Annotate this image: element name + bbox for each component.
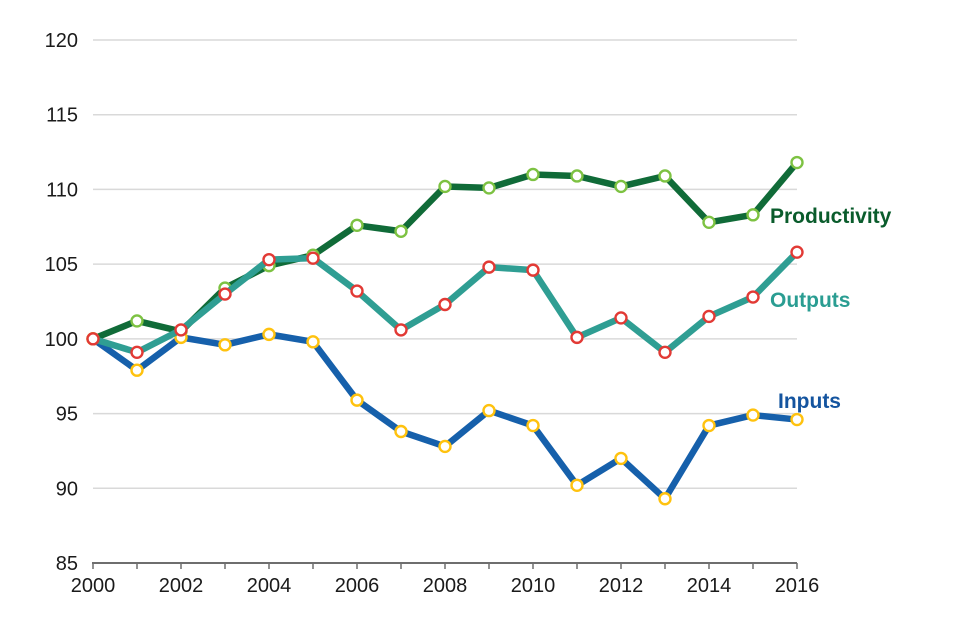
series-label-productivity: Productivity [770, 205, 892, 228]
inputs-marker [394, 424, 408, 439]
inputs-marker [350, 393, 364, 407]
x-tick-label: 2014 [687, 575, 732, 597]
y-tick-label: 85 [56, 553, 78, 575]
outputs-marker [130, 345, 144, 360]
productivity-marker [570, 169, 584, 183]
inputs-marker [790, 412, 804, 427]
inputs-marker [438, 439, 452, 454]
outputs-marker [86, 332, 100, 346]
outputs-marker [218, 287, 232, 301]
x-tick-label: 2002 [159, 575, 204, 597]
x-tick-label: 2000 [71, 575, 116, 597]
y-tick-label: 95 [56, 404, 78, 426]
outputs-marker [614, 311, 628, 325]
inputs-marker [306, 335, 320, 349]
outputs-marker [482, 260, 496, 274]
outputs-marker [526, 263, 540, 277]
productivity-marker [482, 181, 496, 195]
outputs-marker [790, 245, 804, 259]
y-tick-label: 105 [45, 254, 78, 276]
x-tick-label: 2010 [511, 575, 556, 597]
productivity-marker [130, 314, 144, 328]
productivity-marker [438, 179, 452, 194]
inputs-marker [570, 478, 584, 492]
inputs-marker [658, 492, 672, 506]
outputs-marker [702, 309, 716, 324]
x-tick-label: 2008 [423, 575, 468, 597]
inputs-marker [262, 327, 276, 342]
productivity-marker [746, 208, 760, 222]
x-tick-label: 2004 [247, 575, 292, 597]
inputs-marker [526, 418, 540, 433]
y-tick-label: 115 [46, 105, 78, 127]
inputs-line [91, 331, 798, 502]
inputs-marker [746, 408, 760, 422]
y-tick-label: 100 [45, 329, 78, 351]
productivity-marker [658, 169, 672, 183]
productivity-marker [394, 224, 408, 238]
productivity-marker [790, 155, 804, 170]
x-tick-label: 2006 [335, 575, 380, 597]
outputs-marker [306, 251, 320, 265]
productivity-marker [526, 167, 540, 182]
productivity-marker [702, 215, 716, 230]
outputs-marker [262, 252, 276, 267]
outputs-marker [394, 323, 408, 337]
series-label-inputs: Inputs [778, 390, 841, 413]
outputs-marker [658, 345, 672, 360]
x-tick-label: 2012 [599, 575, 644, 597]
outputs-marker [570, 330, 584, 345]
productivity-marker [350, 218, 364, 232]
outputs-marker [438, 297, 452, 312]
productivity-marker [614, 179, 628, 194]
inputs-marker [614, 451, 628, 466]
x-tick-label: 2016 [775, 575, 820, 597]
y-tick-label: 90 [56, 478, 78, 500]
series-label-outputs: Outputs [770, 289, 851, 312]
outputs-marker [746, 290, 760, 304]
y-tick-label: 120 [45, 30, 78, 52]
inputs-marker [130, 363, 144, 377]
inputs-marker [218, 338, 232, 352]
inputs-marker [482, 403, 496, 418]
inputs-marker [702, 418, 716, 433]
outputs-marker [350, 284, 364, 298]
outputs-marker [174, 323, 188, 337]
y-tick-label: 110 [46, 179, 78, 201]
